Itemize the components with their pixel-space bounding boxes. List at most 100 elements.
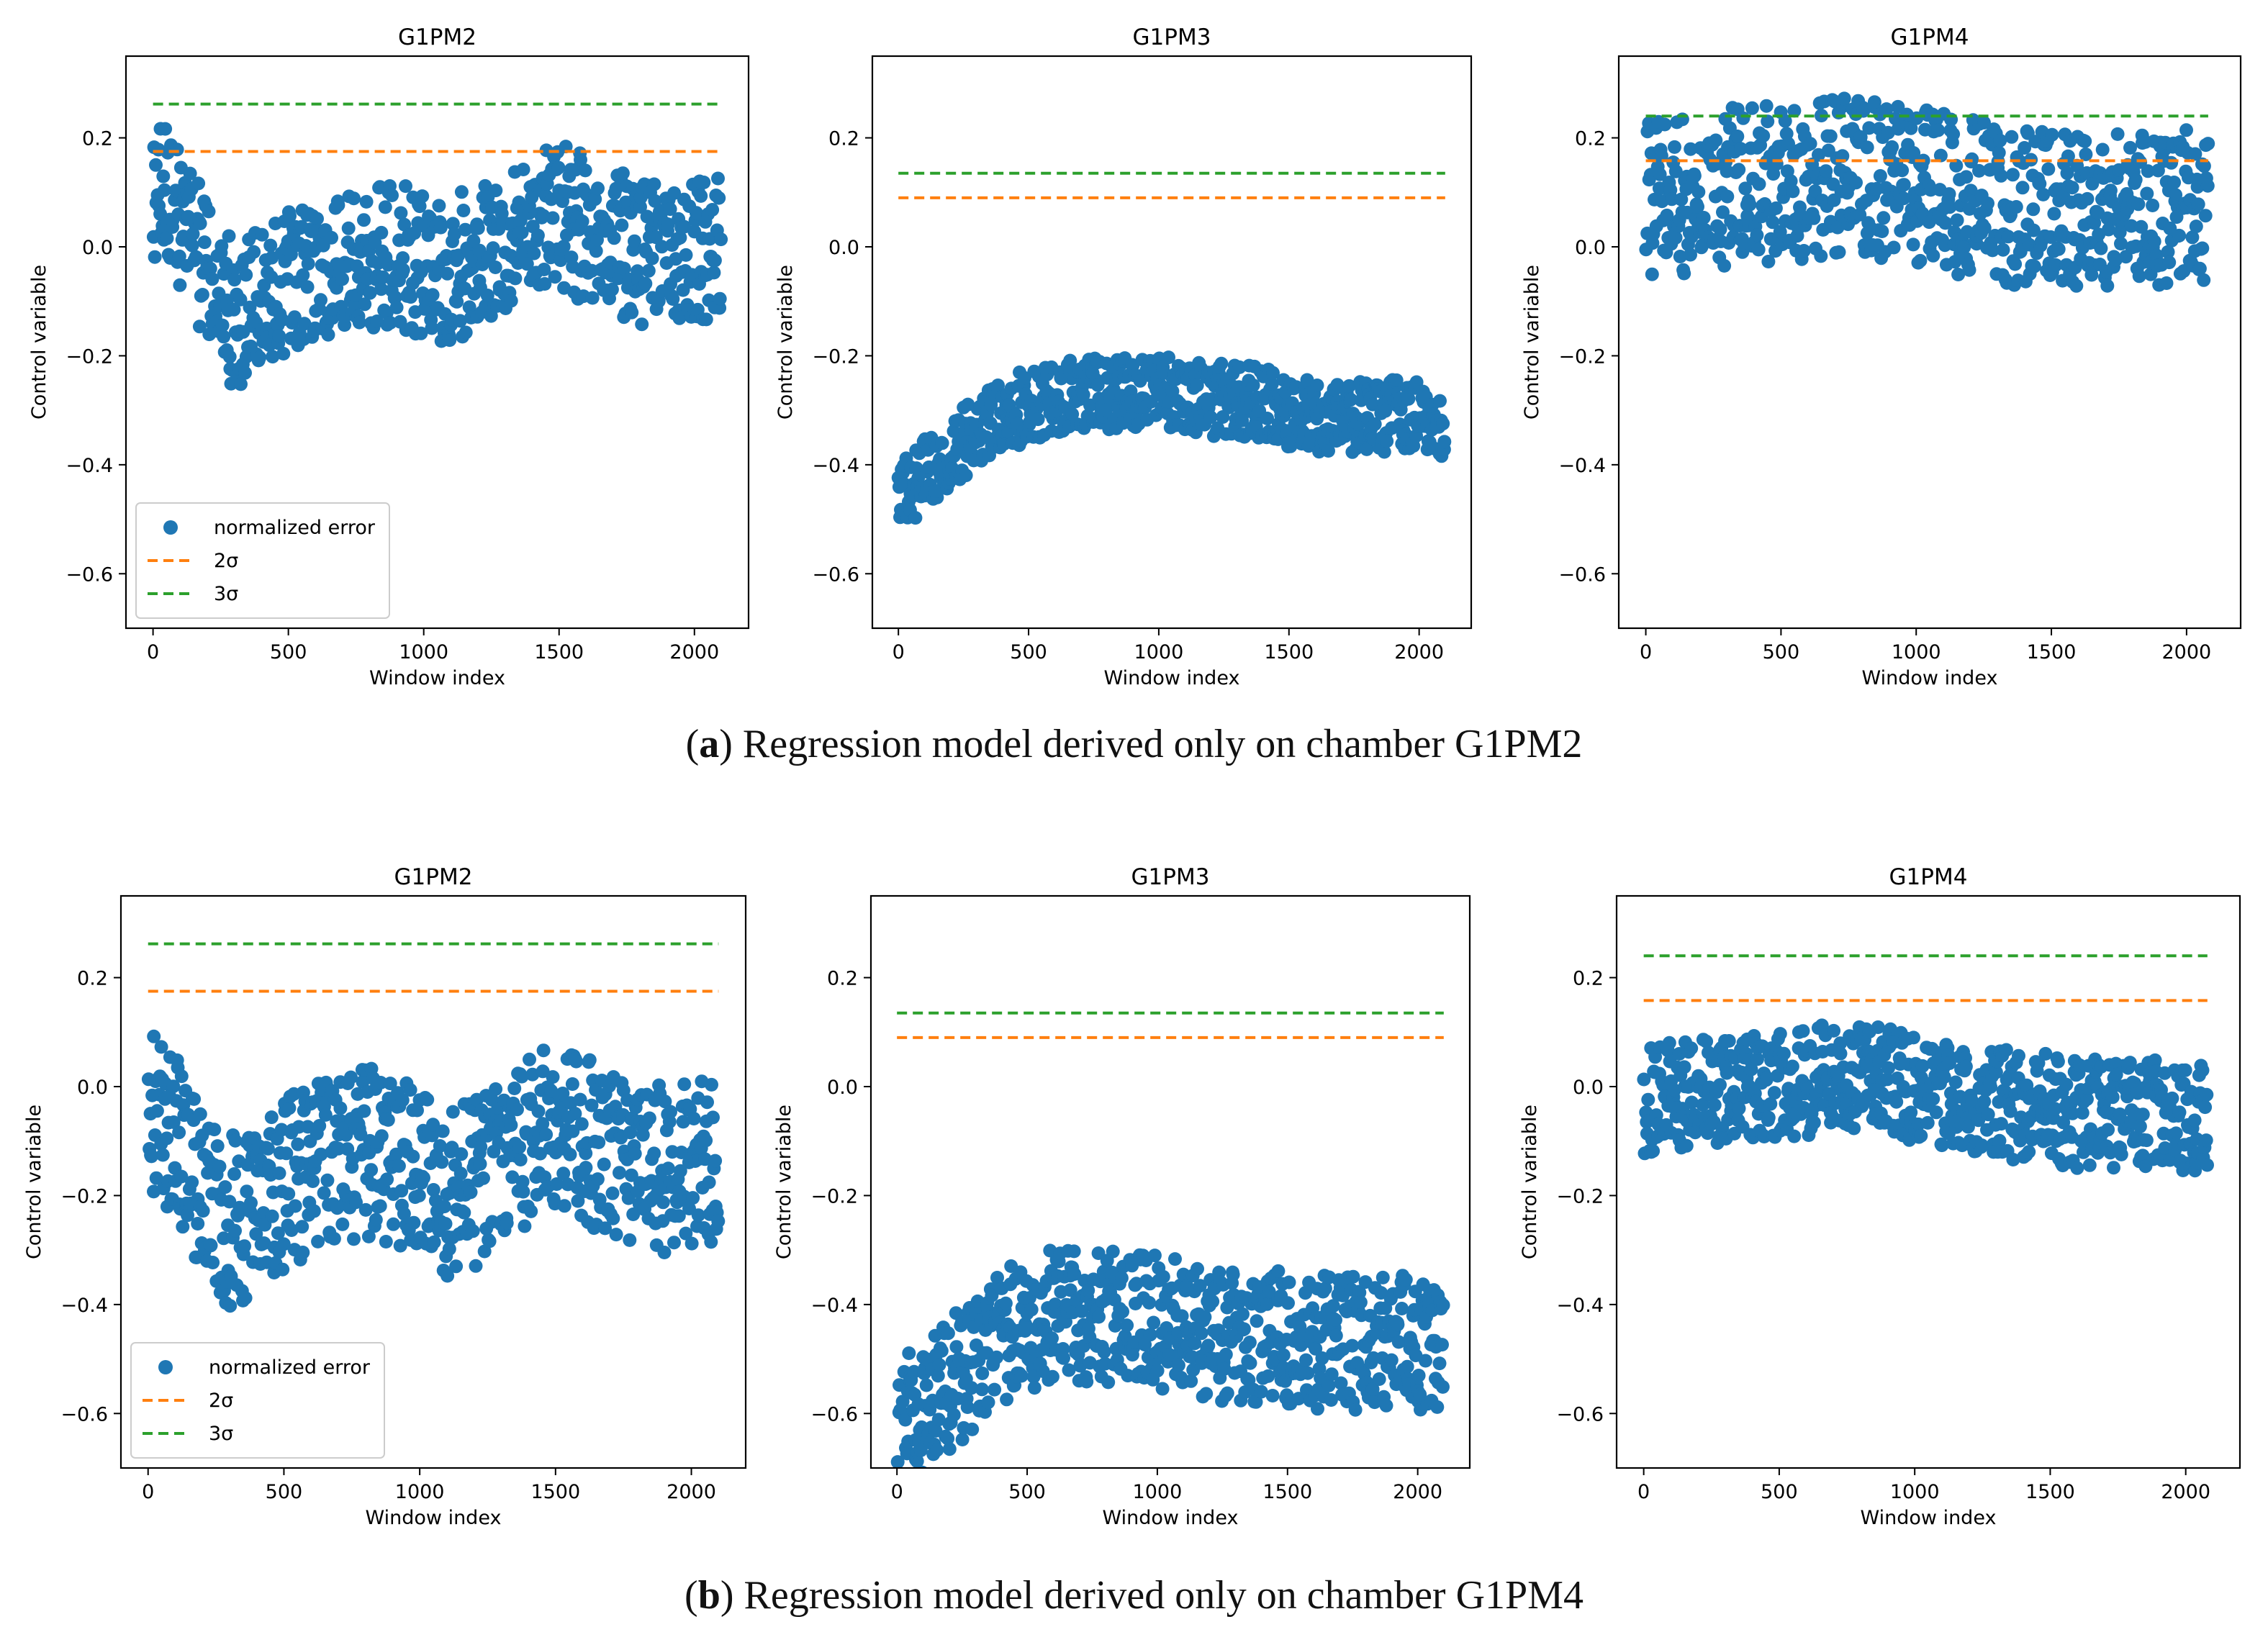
data-point — [1057, 1351, 1070, 1365]
data-point — [2131, 197, 2146, 212]
data-point — [1713, 1078, 1727, 1092]
data-point — [228, 1133, 243, 1148]
data-point — [500, 1216, 514, 1231]
data-point — [344, 1070, 358, 1084]
data-point — [1891, 99, 1905, 114]
data-point — [2114, 237, 2128, 251]
data-point — [1400, 1359, 1414, 1374]
data-point — [1751, 243, 1766, 257]
data-point — [476, 1171, 490, 1185]
y-tick-label: 0.0 — [1575, 237, 1606, 259]
data-point — [149, 1171, 163, 1185]
data-point — [255, 227, 269, 242]
data-point — [1101, 1375, 1116, 1390]
data-point — [890, 1455, 905, 1468]
y-tick-label: 0.2 — [1573, 968, 1604, 990]
data-point — [2128, 173, 2143, 187]
x-tick-label: 1500 — [2027, 641, 2077, 663]
data-point — [287, 310, 302, 325]
data-point — [2136, 1148, 2150, 1163]
data-point — [1972, 163, 1986, 178]
data-point — [713, 291, 727, 306]
data-point — [1193, 1279, 1207, 1293]
data-point — [2200, 1087, 2214, 1102]
data-point — [582, 1053, 597, 1067]
data-point — [2026, 223, 2041, 237]
data-point — [417, 1171, 430, 1185]
data-point — [551, 160, 566, 175]
data-point — [442, 1242, 456, 1256]
data-point — [387, 1217, 400, 1231]
data-point — [389, 1147, 403, 1161]
data-point — [266, 350, 280, 364]
data-point — [1994, 1117, 2008, 1131]
data-point — [949, 1340, 964, 1354]
data-point — [307, 1204, 321, 1218]
data-point — [932, 1358, 946, 1372]
data-point — [1862, 121, 1876, 135]
x-tick-label: 2000 — [1393, 1481, 1442, 1503]
data-point — [549, 1177, 564, 1191]
data-point — [148, 250, 162, 264]
data-point — [446, 1105, 460, 1119]
x-tick-label: 1500 — [534, 641, 584, 663]
data-point — [708, 253, 722, 268]
data-point — [658, 1095, 672, 1109]
data-point — [518, 1219, 532, 1233]
data-point — [1171, 1358, 1185, 1372]
data-point — [1262, 1284, 1276, 1299]
x-tick-label: 1500 — [2025, 1481, 2075, 1503]
data-point — [456, 204, 471, 217]
data-point — [233, 292, 248, 307]
data-point — [2027, 259, 2041, 273]
data-point — [1430, 1400, 1445, 1414]
legend-sigma2-label: 2σ — [209, 1390, 233, 1412]
data-point — [1881, 1061, 1895, 1075]
data-point — [228, 1223, 242, 1238]
data-point — [1880, 1072, 1894, 1087]
data-point — [508, 271, 523, 286]
data-point — [1807, 1115, 1821, 1130]
data-point — [240, 1184, 254, 1199]
data-point — [441, 266, 454, 281]
data-point — [527, 246, 541, 260]
data-point — [265, 1209, 279, 1223]
y-tick-label: 0.0 — [1573, 1077, 1604, 1099]
caption-a-text: Regression model derived only on chamber… — [732, 722, 1583, 766]
chart-title: G1PM4 — [1891, 24, 1969, 50]
data-point — [1943, 200, 1957, 214]
data-point — [623, 1233, 637, 1247]
data-point — [2185, 230, 2200, 245]
data-point — [394, 206, 408, 220]
data-point — [1419, 1354, 1432, 1368]
data-point — [2094, 241, 2108, 255]
data-point — [206, 1256, 220, 1269]
legend-sigma3-label: 3σ — [209, 1423, 233, 1445]
x-tick-label: 0 — [1640, 641, 1652, 663]
data-point — [1114, 1271, 1129, 1285]
data-point — [1994, 168, 2008, 183]
data-point — [374, 1129, 389, 1143]
data-point — [191, 1217, 205, 1231]
x-tick-label: 500 — [270, 641, 307, 663]
data-point — [1750, 228, 1764, 243]
data-point — [168, 183, 183, 198]
x-tick-label: 1500 — [1264, 641, 1314, 663]
data-point — [238, 366, 252, 380]
x-tick-label: 1000 — [1133, 1481, 1183, 1503]
chart-panel-3: 0 500 1000 1500 2000 −0.6 −0.4 −0.2 0.0 0.2 G1PM4 W… — [1521, 24, 2242, 689]
data-point — [584, 1098, 599, 1112]
data-point — [1265, 377, 1279, 391]
y-axis-label: Control variable — [774, 265, 797, 420]
x-tick-label: 0 — [1637, 1481, 1650, 1503]
legend-box — [130, 1342, 385, 1459]
data-point — [1832, 245, 1846, 259]
data-point — [1024, 1302, 1039, 1317]
data-point — [432, 199, 446, 213]
caption-a-letter: a — [699, 722, 720, 766]
data-point — [1827, 1023, 1841, 1038]
data-point — [486, 241, 500, 255]
data-point — [2195, 241, 2210, 255]
data-point — [185, 1175, 199, 1189]
data-point — [249, 1227, 263, 1241]
